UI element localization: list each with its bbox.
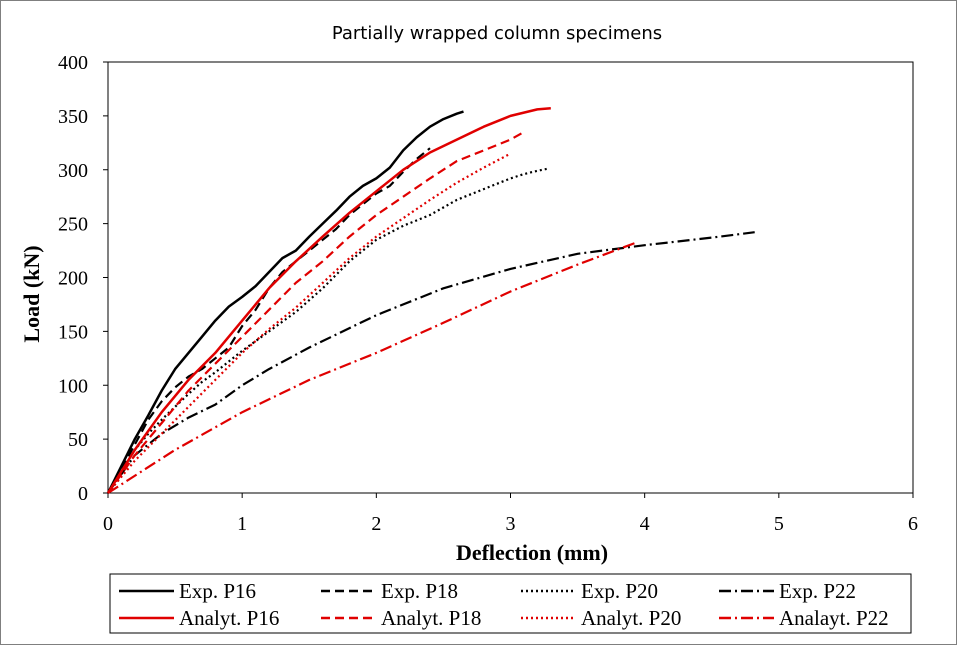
y-tick-label: 0 <box>78 483 88 505</box>
series-line-analyt-p16 <box>106 107 551 494</box>
y-tick-label: 50 <box>68 429 88 451</box>
legend-label: Exp. P16 <box>179 579 256 603</box>
x-tick-label: 6 <box>908 513 918 535</box>
y-axis: 0 50 100 150 200 250 300 350 400 <box>58 52 108 505</box>
series-line-analyt-p20 <box>107 152 512 494</box>
legend-label: Analyt. P16 <box>179 606 279 630</box>
x-axis-title: Deflection (mm) <box>456 540 608 565</box>
legend-label: Analayt. P22 <box>779 606 889 630</box>
plot-area <box>107 61 914 494</box>
legend: Exp. P16 Exp. P18 Exp. P20 Exp. P22 Analyt. … <box>119 579 889 630</box>
x-tick-label: 4 <box>640 513 650 535</box>
series-line-exp-p20 <box>107 167 549 494</box>
legend-label: Exp. P18 <box>381 579 458 603</box>
legend-label: Exp. P22 <box>779 579 856 603</box>
x-tick-label: 3 <box>506 513 516 535</box>
legend-label: Analyt. P20 <box>581 606 681 630</box>
x-axis: 0 1 2 3 4 5 6 <box>103 493 918 535</box>
series-line-exp-p16 <box>106 110 464 494</box>
series-layer <box>106 107 755 494</box>
x-tick-label: 0 <box>103 513 113 535</box>
y-tick-label: 350 <box>58 106 88 128</box>
y-tick-label: 100 <box>58 375 88 397</box>
series-line-exp-p18 <box>107 147 431 494</box>
y-tick-label: 150 <box>58 321 88 343</box>
y-axis-title: Load (kN) <box>19 245 44 342</box>
y-tick-label: 250 <box>58 214 88 236</box>
x-tick-label: 5 <box>774 513 784 535</box>
legend-label: Exp. P20 <box>581 579 658 603</box>
series-line-analayt-p22 <box>107 240 639 494</box>
series-line-exp-p22 <box>107 231 755 494</box>
series-line-analyt-p18 <box>107 131 525 494</box>
legend-label: Analyt. P18 <box>381 606 481 630</box>
chart-title: Partially wrapped column specimens <box>332 23 662 44</box>
legend-box <box>109 573 912 634</box>
y-tick-label: 200 <box>58 268 88 290</box>
x-tick-label: 2 <box>371 513 381 535</box>
x-tick-label: 1 <box>237 513 247 535</box>
y-tick-label: 300 <box>58 160 88 182</box>
y-tick-label: 400 <box>58 52 88 74</box>
